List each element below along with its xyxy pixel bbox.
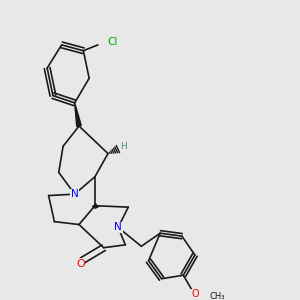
Text: N: N bbox=[114, 222, 122, 233]
Text: O: O bbox=[191, 289, 199, 299]
Text: CH₃: CH₃ bbox=[210, 292, 225, 300]
Text: N: N bbox=[71, 189, 79, 199]
Text: O: O bbox=[76, 259, 85, 269]
Text: Cl: Cl bbox=[107, 37, 118, 47]
Polygon shape bbox=[75, 103, 81, 127]
Text: H: H bbox=[121, 142, 127, 151]
